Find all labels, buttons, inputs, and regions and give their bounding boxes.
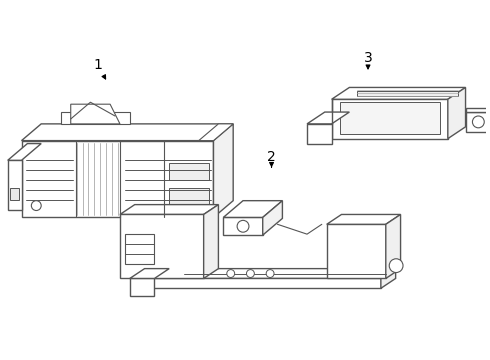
Polygon shape [8, 160, 22, 210]
Text: 2: 2 [267, 150, 276, 167]
Polygon shape [204, 204, 219, 278]
Polygon shape [169, 163, 209, 180]
Polygon shape [327, 224, 386, 278]
Circle shape [246, 270, 254, 278]
Circle shape [227, 270, 235, 278]
Text: 3: 3 [364, 51, 372, 69]
Polygon shape [10, 188, 19, 200]
Polygon shape [130, 269, 169, 278]
Polygon shape [332, 99, 448, 139]
Polygon shape [130, 278, 154, 296]
Polygon shape [71, 104, 120, 124]
Circle shape [389, 259, 403, 273]
Polygon shape [149, 278, 381, 288]
Polygon shape [8, 144, 41, 160]
Polygon shape [381, 269, 395, 288]
Polygon shape [149, 269, 395, 278]
Circle shape [31, 201, 41, 211]
Polygon shape [327, 215, 400, 224]
Polygon shape [125, 234, 154, 264]
Circle shape [266, 270, 274, 278]
Circle shape [237, 220, 249, 232]
Polygon shape [307, 112, 349, 124]
Polygon shape [120, 204, 219, 215]
Polygon shape [332, 87, 466, 99]
Polygon shape [466, 112, 487, 132]
Polygon shape [223, 201, 282, 217]
Polygon shape [169, 188, 209, 208]
Polygon shape [263, 201, 282, 235]
Polygon shape [214, 124, 233, 217]
Polygon shape [340, 102, 440, 134]
Polygon shape [357, 91, 458, 96]
Polygon shape [61, 112, 130, 124]
Circle shape [472, 116, 484, 128]
Polygon shape [448, 87, 466, 139]
Polygon shape [466, 108, 487, 112]
Polygon shape [307, 124, 332, 144]
Polygon shape [22, 124, 233, 141]
Polygon shape [199, 124, 233, 141]
Text: 1: 1 [94, 58, 105, 79]
Polygon shape [386, 215, 400, 278]
Polygon shape [223, 217, 263, 235]
Polygon shape [22, 141, 214, 217]
Polygon shape [120, 215, 204, 278]
